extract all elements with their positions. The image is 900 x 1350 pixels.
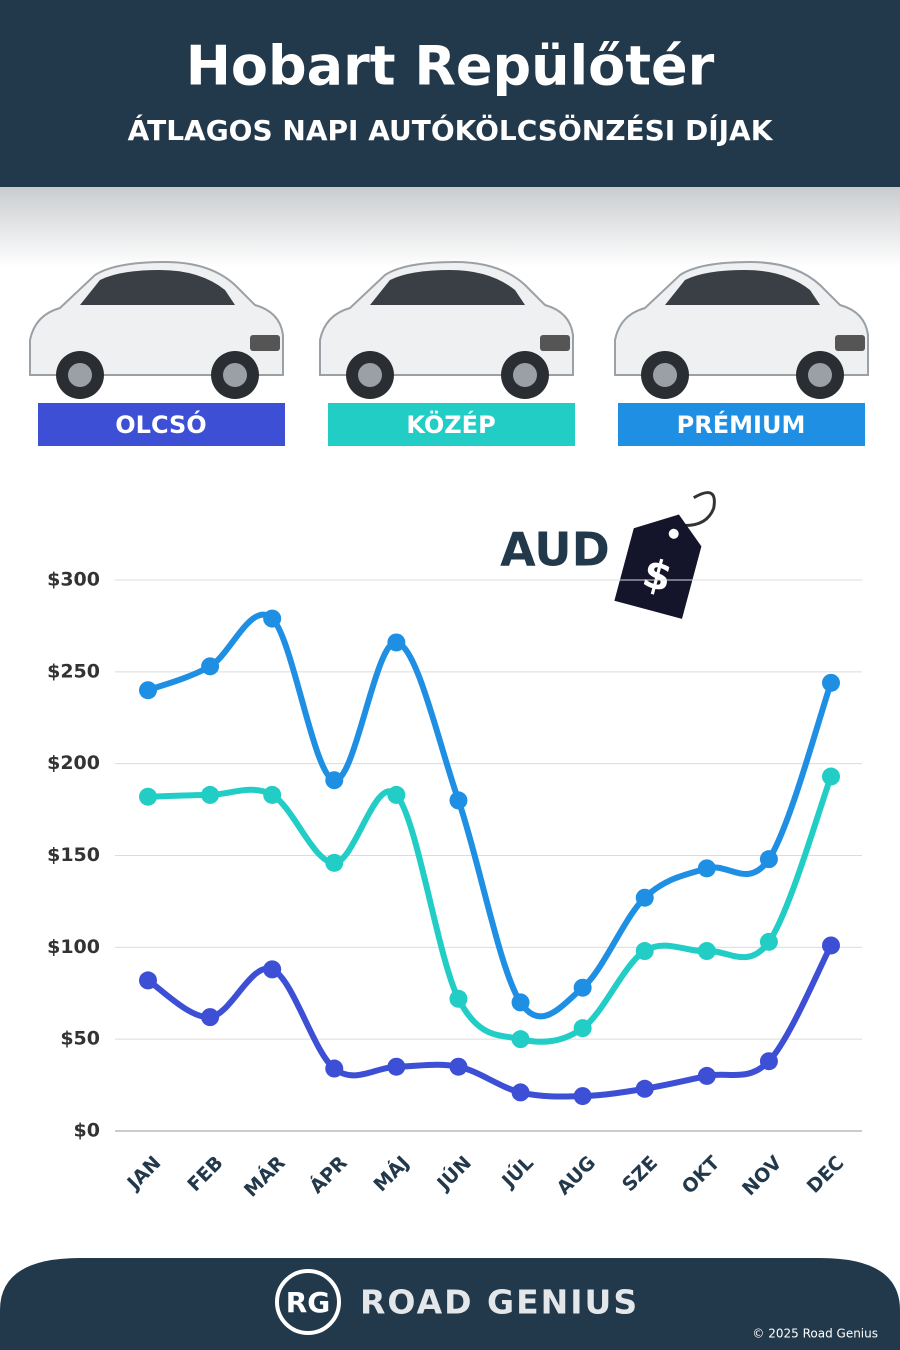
- data-point: [511, 993, 530, 1012]
- series-line: [145, 773, 834, 1045]
- y-tick-label: $200: [47, 752, 100, 774]
- header-band: [0, 0, 900, 187]
- data-point: [263, 960, 282, 979]
- logo-ring: [275, 1269, 341, 1335]
- legend-swatch: [38, 403, 285, 446]
- x-tick-label: JAN: [122, 1152, 166, 1196]
- data-point: [263, 785, 282, 804]
- series-line: [145, 942, 834, 1100]
- footer-band: [0, 1258, 900, 1350]
- price-tag: $: [614, 491, 716, 619]
- data-point: [697, 859, 716, 878]
- data-point: [759, 1052, 778, 1071]
- data-point: [449, 1057, 468, 1076]
- x-tick-label: JÚL: [495, 1150, 538, 1193]
- data-point: [387, 1057, 406, 1076]
- data-point: [139, 971, 157, 990]
- currency-label: AUD: [500, 523, 610, 577]
- y-tick-label: $150: [47, 844, 100, 866]
- data-point: [449, 989, 468, 1008]
- legend-label: OLCSÓ: [115, 409, 206, 439]
- car-image: [614, 261, 869, 400]
- x-tick-label: OKT: [678, 1152, 725, 1199]
- legend-label: KÖZÉP: [406, 409, 495, 439]
- legend-swatch: [618, 403, 865, 446]
- subtitle: ÁTLAGOS NAPI AUTÓKÖLCSÖNZÉSI DÍJAK: [128, 113, 774, 147]
- data-point: [697, 1066, 716, 1085]
- legend: OLCSÓ KÖZÉP PRÉMIUM: [38, 403, 865, 446]
- data-point: [573, 1019, 592, 1038]
- data-point: [759, 932, 778, 951]
- brand: ROAD GENIUS: [360, 1283, 639, 1322]
- x-tick-label: MÁR: [239, 1151, 290, 1202]
- data-point: [325, 771, 344, 790]
- data-point: [573, 1087, 592, 1106]
- data-point: [573, 978, 592, 997]
- data-point: [511, 1083, 530, 1102]
- data-point: [325, 1059, 344, 1078]
- data-point: [822, 936, 840, 955]
- data-point: [139, 681, 157, 700]
- data-point: [635, 942, 654, 961]
- copyright: © 2025 Road Genius: [752, 1327, 878, 1341]
- x-tick-label: AUG: [553, 1152, 600, 1199]
- data-point: [387, 633, 406, 652]
- x-tick-label: ÁPR: [305, 1151, 352, 1198]
- data-point: [139, 787, 157, 806]
- car-image: [319, 261, 574, 400]
- data-point: [201, 1008, 220, 1027]
- x-tick-label: DEC: [803, 1152, 849, 1198]
- logo: RG: [286, 1286, 331, 1319]
- y-tick-label: $300: [47, 569, 100, 591]
- title: Hobart Repülőtér: [186, 35, 715, 98]
- x-tick-label: SZE: [618, 1152, 662, 1196]
- data-point: [263, 609, 282, 628]
- data-point: [201, 785, 220, 804]
- plot: $0 $50 $100 $150 $200 $250 $300 JAN FEB MÁR ÁPR MÁJ…: [47, 569, 862, 1202]
- data-point: [822, 767, 840, 786]
- data-point: [201, 657, 220, 676]
- y-tick-label: $100: [47, 936, 100, 958]
- y-tick-label: $0: [74, 1120, 100, 1142]
- x-tick-label: FEB: [183, 1152, 227, 1196]
- car-image: [29, 261, 284, 400]
- data-point: [387, 785, 406, 804]
- x-tick-label: MÁJ: [369, 1151, 414, 1196]
- data-point: [511, 1030, 530, 1049]
- x-tick-label: NOV: [738, 1152, 786, 1200]
- data-point: [822, 673, 840, 692]
- data-point: [697, 942, 716, 961]
- data-point: [759, 850, 778, 869]
- legend-label: PRÉMIUM: [677, 410, 806, 439]
- y-tick-label: $250: [47, 660, 100, 682]
- legend-swatch: [328, 403, 575, 446]
- data-point: [635, 888, 654, 907]
- header-shade: [0, 187, 900, 267]
- x-tick-label: JÚN: [430, 1150, 476, 1196]
- data-point: [449, 791, 468, 810]
- data-point: [325, 853, 344, 872]
- y-tick-label: $50: [60, 1028, 100, 1050]
- data-point: [635, 1079, 654, 1098]
